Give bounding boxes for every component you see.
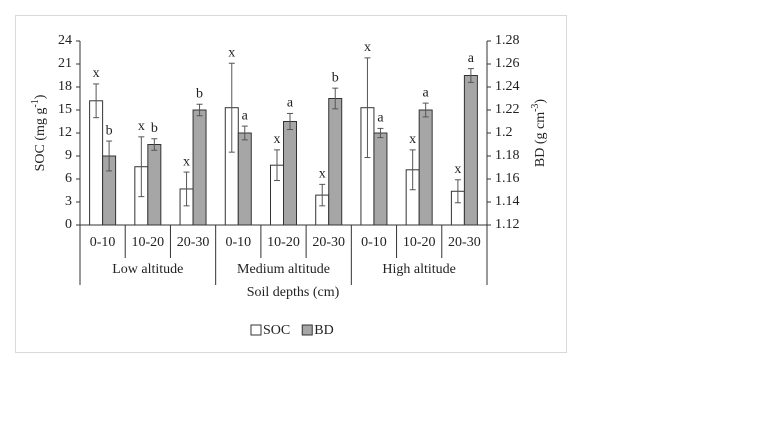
annotation: a — [423, 85, 430, 100]
y2-tick-label: 1.26 — [495, 56, 520, 71]
annotation: x — [93, 66, 100, 81]
legend-label: BD — [314, 323, 333, 338]
x-tick-label: 0-10 — [361, 235, 387, 250]
y2-tick-label: 1.18 — [495, 148, 520, 163]
annotation: b — [196, 86, 203, 101]
x-tick-label: 10-20 — [267, 235, 300, 250]
bar — [283, 121, 297, 226]
y-tick-label: 3 — [65, 194, 72, 209]
group-label: Low altitude — [112, 262, 183, 277]
legend-label: SOC — [263, 323, 290, 338]
annotation: x — [274, 132, 281, 147]
x-tick-label: 20-30 — [312, 235, 345, 250]
annotation: b — [332, 70, 339, 85]
annotation: b — [106, 123, 113, 138]
y2-tick-label: 1.14 — [495, 194, 520, 209]
y2-tick-label: 1.2 — [495, 125, 513, 140]
y-tick-label: 21 — [58, 56, 72, 71]
annotation: x — [183, 154, 190, 169]
bar — [237, 132, 252, 226]
y2-axis-title: BD (g cm-3) — [530, 99, 548, 168]
bar — [147, 144, 162, 226]
legend-swatch — [250, 324, 262, 336]
annotation: a — [377, 111, 384, 126]
y-tick-label: 15 — [58, 102, 72, 117]
y-axis-title: SOC (mg g-1) — [30, 94, 48, 171]
legend-swatch — [301, 324, 313, 336]
annotation: x — [409, 132, 416, 147]
annotation: a — [242, 108, 249, 123]
annotation: a — [287, 96, 294, 111]
x-tick-label: 20-30 — [177, 235, 210, 250]
y-tick-label: 9 — [65, 148, 72, 163]
annotation: a — [468, 51, 475, 66]
annotation: x — [319, 167, 326, 182]
x-tick-label: 10-20 — [131, 235, 164, 250]
bar — [418, 109, 433, 226]
bar — [192, 109, 207, 226]
x-tick-label: 0-10 — [225, 235, 251, 250]
y2-tick-label: 1.24 — [495, 79, 520, 94]
annotation: x — [138, 119, 145, 134]
annotation: x — [364, 40, 371, 55]
bar — [328, 98, 343, 226]
x-axis-title: Soil depths (cm) — [247, 285, 340, 300]
y-tick-label: 24 — [58, 33, 72, 48]
bar — [373, 132, 388, 226]
group-label: High altitude — [382, 262, 456, 277]
y2-tick-label: 1.22 — [495, 102, 520, 117]
bar — [89, 100, 104, 226]
x-tick-label: 0-10 — [90, 235, 116, 250]
y2-tick-label: 1.12 — [495, 217, 520, 232]
x-tick-label: 10-20 — [403, 235, 436, 250]
x-tick-label: 20-30 — [448, 235, 481, 250]
y2-tick-label: 1.16 — [495, 171, 520, 186]
annotation: x — [228, 45, 235, 60]
group-label: Medium altitude — [237, 262, 330, 277]
y2-tick-label: 1.28 — [495, 33, 520, 48]
annotation: b — [151, 121, 158, 136]
y-tick-label: 12 — [58, 125, 72, 140]
y-tick-label: 18 — [58, 79, 72, 94]
y-tick-label: 0 — [65, 217, 72, 232]
y-tick-label: 6 — [65, 171, 72, 186]
annotation: x — [454, 162, 461, 177]
bar — [463, 75, 478, 226]
